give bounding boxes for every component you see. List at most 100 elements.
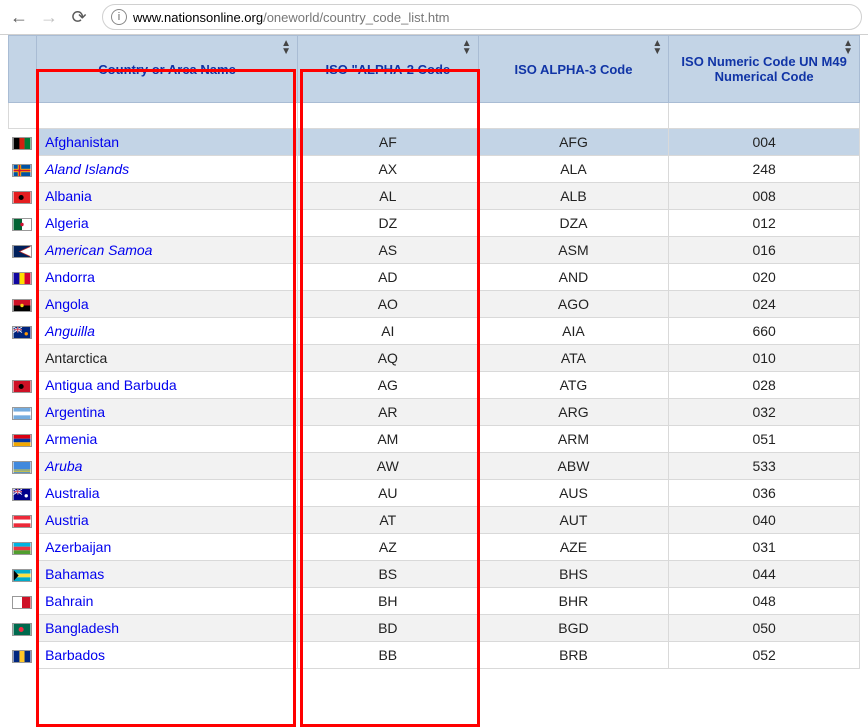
- flag-cell: [9, 210, 37, 237]
- country-link[interactable]: Afghanistan: [45, 134, 119, 150]
- header-numeric[interactable]: ISO Numeric Code UN M49 Numerical Code ▲…: [669, 36, 860, 103]
- alpha2-cell: AL: [298, 183, 479, 210]
- country-name-cell: Argentina: [37, 399, 298, 426]
- flag-cell: [9, 372, 37, 399]
- numeric-cell: 048: [669, 588, 860, 615]
- alpha2-cell: AT: [298, 507, 479, 534]
- flag-cell: [9, 642, 37, 669]
- table-row: Algeria DZDZA012: [9, 210, 860, 237]
- table-row: AngolaAOAGO024: [9, 291, 860, 318]
- country-name-cell: Albania: [37, 183, 298, 210]
- table-row: ArgentinaARARG032: [9, 399, 860, 426]
- country-name-cell: Antigua and Barbuda: [37, 372, 298, 399]
- country-link[interactable]: Bahamas: [45, 566, 104, 582]
- page-content: Country or Area Name ▲▼ ISO "ALPHA-2 Cod…: [0, 35, 868, 677]
- country-name-cell: Azerbaijan: [37, 534, 298, 561]
- table-row: BarbadosBBBRB052: [9, 642, 860, 669]
- country-link[interactable]: Antigua and Barbuda: [45, 377, 177, 393]
- alpha3-cell: ATG: [478, 372, 669, 399]
- country-link[interactable]: Algeria: [45, 215, 89, 231]
- country-link[interactable]: Aland Islands: [45, 161, 129, 177]
- alpha2-cell: AZ: [298, 534, 479, 561]
- table-row: Aland IslandsAXALA248: [9, 156, 860, 183]
- flag-cell: [9, 156, 37, 183]
- forward-button[interactable]: →: [36, 4, 62, 30]
- alpha2-cell: AQ: [298, 345, 479, 372]
- country-link[interactable]: Anguilla: [45, 323, 95, 339]
- flag-cell: [9, 264, 37, 291]
- alpha2-cell: BB: [298, 642, 479, 669]
- country-link[interactable]: Andorra: [45, 269, 95, 285]
- country-name-cell: Algeria: [37, 210, 298, 237]
- numeric-cell: 051: [669, 426, 860, 453]
- country-link[interactable]: Bahrain: [45, 593, 93, 609]
- alpha3-cell: DZA: [478, 210, 669, 237]
- header-country-name[interactable]: Country or Area Name ▲▼: [37, 36, 298, 103]
- alpha3-cell: ATA: [478, 345, 669, 372]
- country-link[interactable]: Austria: [45, 512, 89, 528]
- header-alpha3[interactable]: ISO ALPHA-3 Code ▲▼: [478, 36, 669, 103]
- flag-cell: [9, 399, 37, 426]
- country-link[interactable]: Australia: [45, 485, 99, 501]
- url-text: www.nationsonline.org/oneworld/country_c…: [133, 10, 450, 25]
- alpha2-cell: AR: [298, 399, 479, 426]
- alpha2-cell: DZ: [298, 210, 479, 237]
- flag-cell: [9, 237, 37, 264]
- site-info-icon[interactable]: i: [111, 9, 127, 25]
- flag-cell: [9, 561, 37, 588]
- table-row: BahamasBSBHS044: [9, 561, 860, 588]
- table-row: AfghanistanAFAFG004: [9, 129, 860, 156]
- flag-cell: [9, 480, 37, 507]
- alpha2-cell: AF: [298, 129, 479, 156]
- country-link[interactable]: Barbados: [45, 647, 105, 663]
- table-row: AndorraADAND020: [9, 264, 860, 291]
- flag-cell: [9, 534, 37, 561]
- country-name-cell: Aland Islands: [37, 156, 298, 183]
- address-bar[interactable]: i www.nationsonline.org/oneworld/country…: [102, 4, 862, 30]
- alpha3-cell: ARG: [478, 399, 669, 426]
- country-link[interactable]: Armenia: [45, 431, 97, 447]
- country-name-cell: American Samoa: [37, 237, 298, 264]
- table-row: American SamoaASASM016: [9, 237, 860, 264]
- back-button[interactable]: ←: [6, 4, 32, 30]
- alpha2-cell: AU: [298, 480, 479, 507]
- sort-icon: ▲▼: [652, 40, 662, 56]
- table-row: AustriaATAUT040: [9, 507, 860, 534]
- numeric-cell: 016: [669, 237, 860, 264]
- spacer-row: [9, 103, 860, 129]
- country-link[interactable]: Bangladesh: [45, 620, 119, 636]
- country-link[interactable]: Azerbaijan: [45, 539, 111, 555]
- table-header-row: Country or Area Name ▲▼ ISO "ALPHA-2 Cod…: [9, 36, 860, 103]
- flag-cell: [9, 318, 37, 345]
- numeric-cell: 012: [669, 210, 860, 237]
- country-name-cell: Australia: [37, 480, 298, 507]
- flag-cell: [9, 507, 37, 534]
- country-name-cell: Austria: [37, 507, 298, 534]
- alpha2-cell: AS: [298, 237, 479, 264]
- alpha2-cell: AI: [298, 318, 479, 345]
- alpha2-cell: BH: [298, 588, 479, 615]
- country-name-cell: Afghanistan: [37, 129, 298, 156]
- alpha2-cell: AG: [298, 372, 479, 399]
- country-name-cell: Barbados: [37, 642, 298, 669]
- country-name-cell: Antarctica: [37, 345, 298, 372]
- country-name-cell: Anguilla: [37, 318, 298, 345]
- alpha3-cell: BGD: [478, 615, 669, 642]
- country-link[interactable]: Aruba: [45, 458, 82, 474]
- sort-icon: ▲▼: [462, 40, 472, 56]
- country-link[interactable]: Albania: [45, 188, 92, 204]
- country-link[interactable]: Argentina: [45, 404, 105, 420]
- sort-icon: ▲▼: [281, 40, 291, 56]
- table-row: BangladeshBDBGD050: [9, 615, 860, 642]
- country-link[interactable]: Angola: [45, 296, 89, 312]
- country-link[interactable]: American Samoa: [45, 242, 152, 258]
- header-alpha2[interactable]: ISO "ALPHA-2 Code ▲▼: [298, 36, 479, 103]
- flag-cell: [9, 426, 37, 453]
- alpha2-cell: AO: [298, 291, 479, 318]
- reload-button[interactable]: ⟳: [66, 4, 92, 30]
- table-row: AlbaniaALALB008: [9, 183, 860, 210]
- alpha2-cell: AX: [298, 156, 479, 183]
- table-row: AnguillaAIAIA660: [9, 318, 860, 345]
- alpha2-cell: AD: [298, 264, 479, 291]
- alpha3-cell: ALB: [478, 183, 669, 210]
